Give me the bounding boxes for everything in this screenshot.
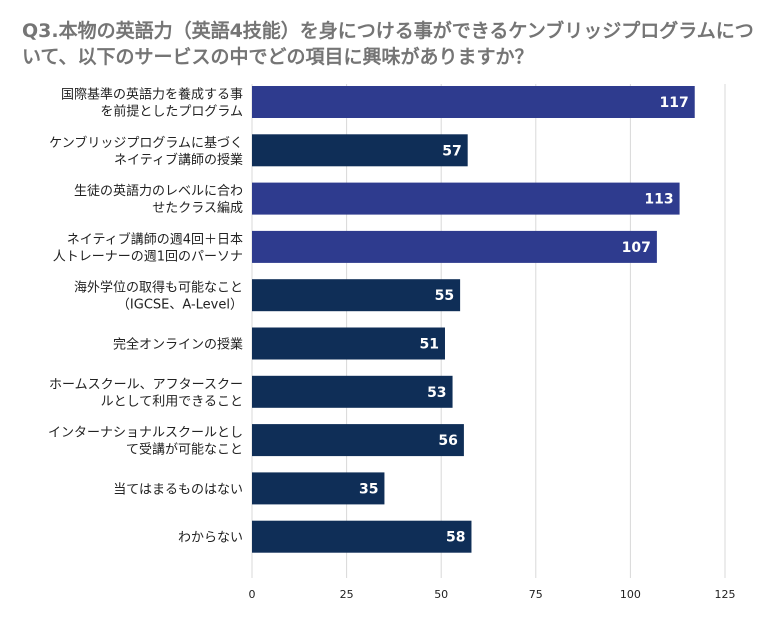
category-label-line: を前提としたプログラム	[100, 104, 243, 120]
category-label-line: 人トレーナーの週1回のパーソナ	[53, 249, 243, 264]
category-label: わからない	[178, 531, 243, 546]
bar-value-label: 51	[419, 337, 438, 353]
bar	[252, 327, 445, 360]
category-label: 当てはまるものはない	[113, 482, 243, 497]
category-label-line: わからない	[178, 531, 243, 546]
bar-value-label: 58	[446, 530, 465, 546]
bar	[252, 134, 468, 167]
chart-title-line-2: いて、以下のサービスの中でどの項目に興味がありますか？	[22, 46, 534, 68]
bar	[252, 472, 385, 505]
category-label: ホームスクール、アフタースクールとして利用できること	[49, 377, 243, 409]
bar	[252, 182, 680, 215]
bar	[252, 375, 453, 408]
category-label-line: せたクラス編成	[152, 200, 243, 216]
x-tick-label: 0	[249, 588, 256, 601]
bar	[252, 279, 461, 312]
category-label-line: 海外学位の取得も可能なこと	[74, 280, 243, 296]
bar	[252, 520, 472, 553]
bar-value-label: 107	[622, 240, 651, 256]
category-label: 生徒の英語力のレベルに合わせたクラス編成	[74, 183, 243, 216]
category-label: ケンブリッジプログラムに基づくネイティブ講師の授業	[49, 135, 243, 168]
x-tick-label: 50	[434, 588, 448, 601]
category-label-line: ネイティブ講師の授業	[114, 152, 243, 168]
bar	[252, 424, 464, 457]
bars	[252, 86, 695, 553]
category-label: 完全オンラインの授業	[113, 337, 243, 353]
x-tick-label: 100	[620, 588, 641, 601]
category-labels: 国際基準の英語力を養成する事を前提としたプログラムケンブリッジプログラムに基づく…	[48, 87, 243, 546]
category-label-line: インターナショナルスクールとし	[48, 426, 243, 441]
category-label-line: 国際基準の英語力を養成する事	[61, 87, 243, 103]
category-label-line: て受講が可能なこと	[126, 442, 243, 458]
category-label-line: ルとして利用できること	[101, 394, 243, 409]
x-tick-label: 75	[529, 588, 543, 601]
x-tick-label: 125	[715, 588, 736, 601]
chart-title-line-1: Q3.本物の英語力（英語4技能）を身につける事ができるケンブリッジプログラムにつ	[22, 20, 754, 42]
category-label-line: 生徒の英語力のレベルに合わ	[74, 183, 243, 199]
bar-value-label: 113	[644, 192, 673, 208]
category-label: ネイティブ講師の週4回＋日本人トレーナーの週1回のパーソナ	[53, 231, 243, 264]
chart-title: Q3.本物の英語力（英語4技能）を身につける事ができるケンブリッジプログラムにつ…	[22, 18, 762, 70]
category-label: 海外学位の取得も可能なこと （IGCSE、A-Level）	[74, 280, 243, 313]
bar-value-label: 117	[659, 95, 688, 111]
category-label: 国際基準の英語力を養成する事を前提としたプログラム	[61, 87, 243, 120]
category-label-line: ケンブリッジプログラムに基づく	[49, 135, 243, 151]
bar-value-label: 53	[427, 385, 446, 401]
category-label-line: 完全オンラインの授業	[113, 337, 243, 353]
category-label-line: 当てはまるものはない	[113, 482, 243, 497]
x-tick-label: 25	[340, 588, 354, 601]
category-label-line: ネイティブ講師の週4回＋日本	[67, 231, 243, 247]
category-label-line: ホームスクール、アフタースクー	[49, 377, 243, 392]
bar-value-label: 56	[438, 433, 457, 449]
bar	[252, 230, 657, 263]
bar-value-label: 55	[435, 288, 454, 304]
x-axis-ticks: 0 25 50 75 100 125	[249, 588, 736, 601]
bar-value-label: 35	[359, 481, 378, 497]
category-label-line: （IGCSE、A-Level）	[117, 298, 243, 313]
value-labels: 117 57 113 107 55 51 53 56 35 58	[359, 95, 689, 546]
bar	[252, 86, 695, 118]
category-label: インターナショナルスクールとして受講が可能なこと	[48, 426, 243, 458]
bar-value-label: 57	[442, 143, 461, 159]
